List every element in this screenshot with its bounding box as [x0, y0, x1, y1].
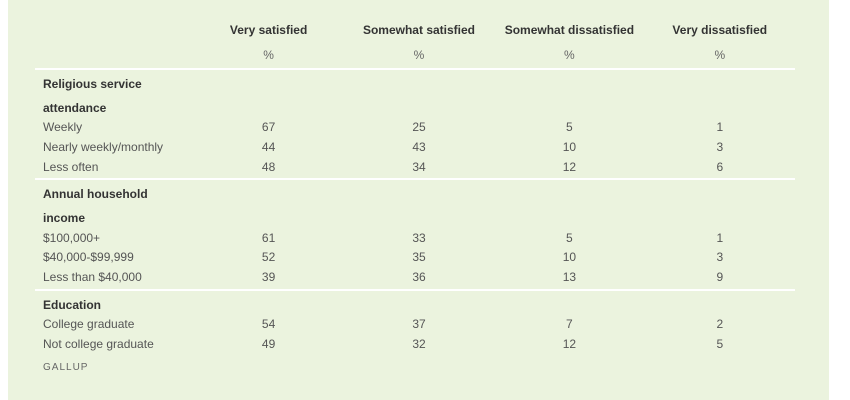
group-header-row: Annual household [35, 179, 795, 204]
unit: % [644, 42, 795, 70]
cell-value: 36 [343, 267, 495, 291]
group-label: Education [43, 297, 102, 312]
table-row: Not college graduate 49 32 12 5 [35, 334, 795, 354]
satisfaction-table: Very satisfied Somewhat satisfied Somewh… [35, 18, 795, 354]
cell-value: 34 [343, 156, 495, 181]
unit-row: % % % % [35, 42, 795, 70]
cell-value: 52 [261, 250, 276, 265]
cell-value: 1 [716, 230, 724, 245]
header-row: Very satisfied Somewhat satisfied Somewh… [35, 18, 795, 42]
cell-value: 54 [261, 317, 276, 332]
group-header-row: Religious service [35, 69, 795, 94]
row-label: College graduate [43, 317, 135, 332]
unit: % [494, 42, 645, 70]
cell-value: 13 [494, 267, 645, 291]
cell-value: 5 [566, 230, 573, 245]
table-row: $40,000-$99,999 52 35 10 3 [35, 248, 795, 268]
table-row: College graduate 54 37 7 2 [35, 315, 795, 335]
cell-value: 32 [412, 337, 426, 352]
group-label: Religious service [43, 76, 142, 91]
cell-value: 39 [193, 267, 344, 291]
table-row: Nearly weekly/monthly 44 43 10 3 [35, 137, 795, 157]
cell-value: 6 [644, 156, 795, 181]
column-header: Very satisfied [229, 23, 308, 37]
cell-value: 5 [716, 337, 724, 352]
cell-value: 48 [193, 156, 344, 181]
unit: % [343, 42, 495, 70]
group-label: attendance [43, 100, 107, 115]
cell-value: 3 [716, 250, 724, 265]
cell-value: 37 [412, 317, 426, 332]
table-row: Less than $40,000 39 36 13 9 [35, 267, 795, 291]
row-label: $40,000-$99,999 [43, 250, 134, 265]
cell-value: 61 [261, 230, 276, 245]
cell-value: 3 [716, 139, 724, 154]
row-label: Less often [35, 156, 194, 181]
group-label: income [43, 210, 86, 225]
unit: % [193, 42, 344, 70]
group-header-row: attendance [35, 94, 795, 118]
cell-value: 44 [261, 139, 276, 154]
row-label: Weekly [43, 120, 83, 135]
cell-value: 12 [494, 156, 645, 181]
group-label: Annual household [43, 187, 148, 202]
column-header: Very dissatisfied [672, 23, 768, 37]
group-header-row: income [35, 204, 795, 228]
column-header: Somewhat satisfied [362, 23, 475, 37]
table-row: Weekly 67 25 5 1 [35, 117, 795, 137]
cell-value: 43 [412, 139, 426, 154]
cell-value: 67 [261, 120, 276, 135]
table-row: Less often 48 34 12 6 [35, 156, 795, 181]
cell-value: 12 [562, 337, 577, 352]
column-header: Somewhat dissatisfied [504, 23, 635, 37]
cell-value: 2 [716, 317, 724, 332]
row-label: Nearly weekly/monthly [43, 139, 164, 154]
cell-value: 9 [644, 267, 795, 291]
row-label: $100,000+ [43, 230, 101, 245]
source-label: GALLUP [43, 362, 89, 373]
cell-value: 5 [566, 120, 573, 135]
table-row: $100,000+ 61 33 5 1 [35, 228, 795, 248]
cell-value: 49 [261, 337, 276, 352]
cell-value: 25 [412, 120, 426, 135]
cell-value: 7 [566, 317, 573, 332]
group-header-row: Education [35, 290, 795, 315]
cell-value: 1 [716, 120, 724, 135]
cell-value: 35 [412, 250, 426, 265]
row-label: Less than $40,000 [35, 267, 194, 291]
cell-value: 33 [412, 230, 426, 245]
cell-value: 10 [562, 139, 577, 154]
cell-value: 10 [562, 250, 577, 265]
row-label: Not college graduate [43, 337, 154, 352]
